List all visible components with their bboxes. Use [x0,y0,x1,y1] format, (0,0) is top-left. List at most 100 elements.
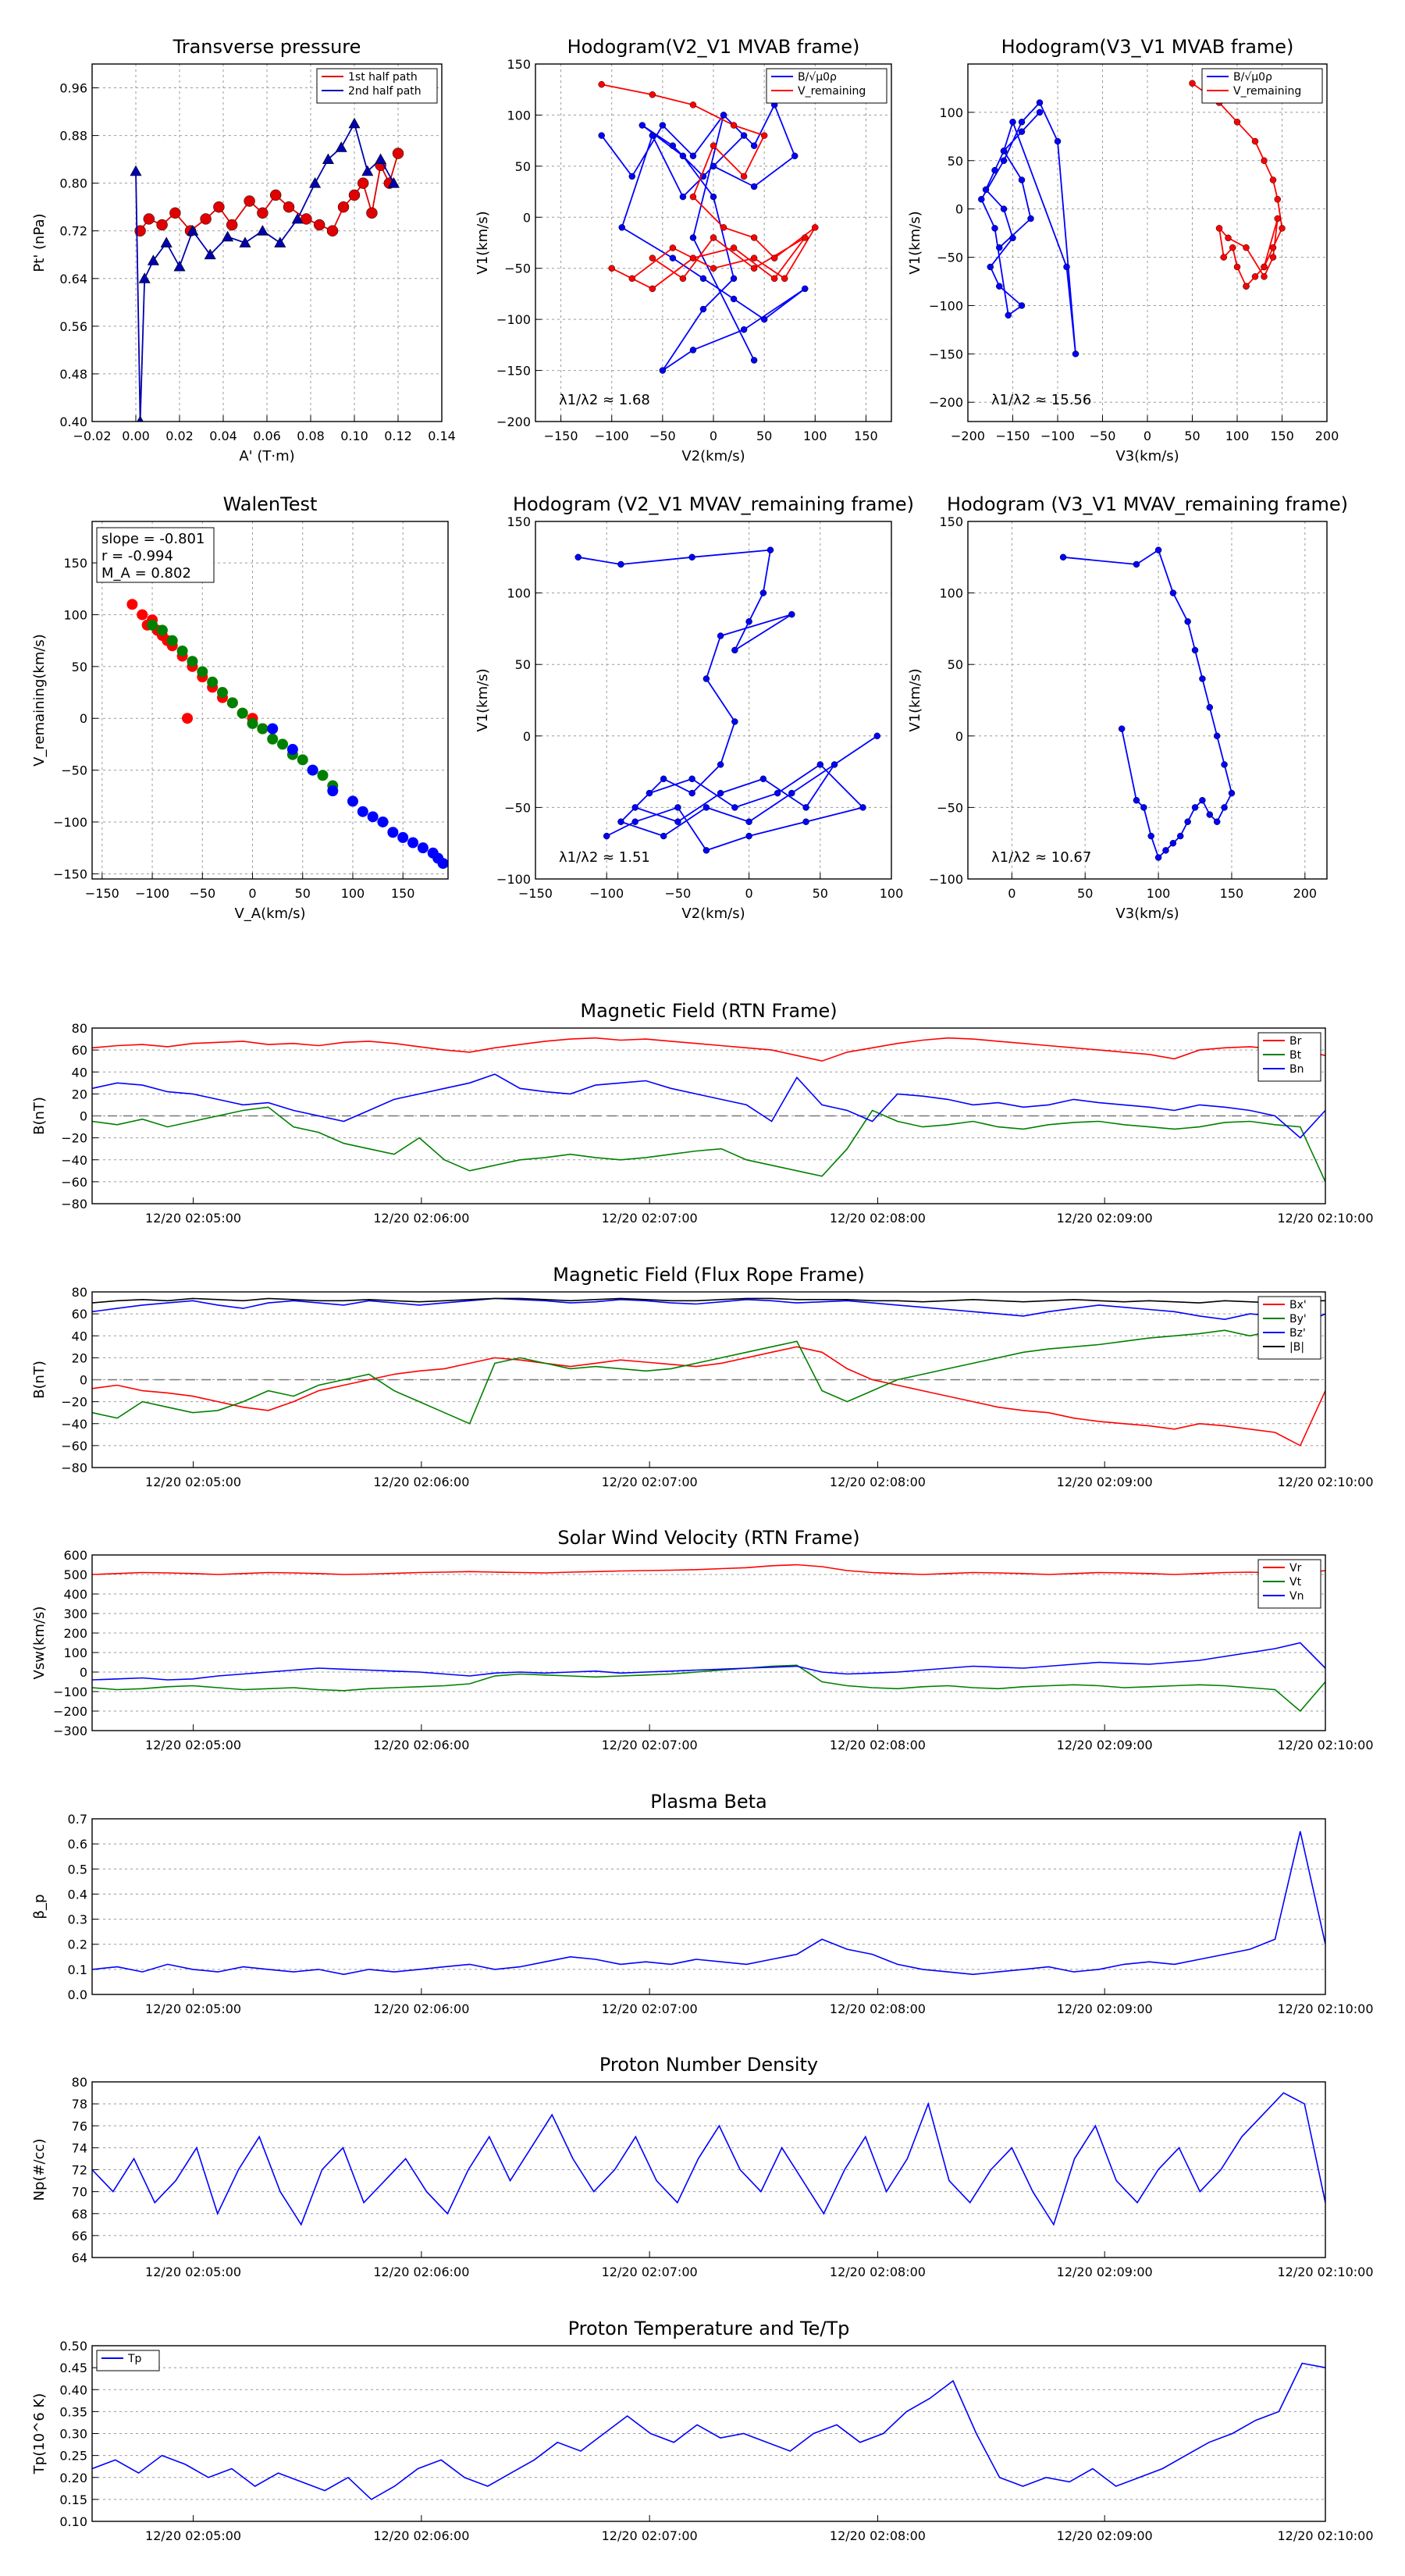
data-point [730,295,738,303]
data-point [689,152,697,160]
y-tick-label: 0.5 [68,1862,87,1877]
y-tick-label: 0.72 [59,224,87,239]
data-point [322,153,334,165]
data-point [1221,761,1228,768]
y-axis-label: B(nT) [31,1097,48,1135]
annotation: λ1/λ2 ≈ 10.67 [991,849,1091,866]
data-point [347,795,358,807]
x-tick-label: 200 [1315,429,1339,443]
x-tick-label: −50 [1090,429,1116,443]
y-tick-label: −50 [937,251,963,265]
x-tick-label: 12/20 02:10:00 [1277,2265,1373,2279]
y-tick-label: 50 [948,154,963,169]
series-line-Bt [92,1106,1325,1183]
x-tick-label: −0.02 [73,429,111,443]
chart-title: Plasma Beta [650,1791,767,1813]
plot-frame [91,1554,1326,1731]
data-point [679,152,687,160]
legend-entry: |B| [1289,1341,1304,1354]
data-point [1233,119,1241,126]
data-point [187,225,199,236]
chart-title: Magnetic Field (Flux Rope Frame) [553,1264,864,1286]
x-tick-label: 150 [391,886,415,901]
y-axis-label: V_remaining(km/s) [31,634,48,767]
data-point [222,230,234,242]
y-tick-label: 0.4 [68,1887,87,1902]
y-tick-label: 0.10 [59,2514,87,2529]
data-point [730,122,738,129]
series-group [92,1037,1325,1183]
y-tick-label: 500 [63,1567,87,1582]
x-tick-label: 0.04 [209,429,237,443]
data-point [649,254,656,262]
data-point [750,234,758,241]
y-tick-label: 100 [939,586,963,601]
data-point [1199,675,1206,682]
y-tick-label: 150 [507,514,531,529]
y-tick-label: 64 [72,2250,87,2265]
x-tick-label: 0.06 [253,429,281,443]
x-tick-label: 100 [1225,429,1250,443]
chart-plasma_beta: Plasma Beta 0.0 0.1 0.2 0.3 0.4 0.5 0.6 0.7 12/20… [31,1791,1374,2016]
data-point [1140,804,1147,811]
plot-frame [91,521,449,880]
data-point [831,761,838,768]
data-point [745,818,752,825]
y-tick-label: −20 [61,1395,87,1410]
data-point [767,546,774,553]
data-point [297,754,308,766]
x-tick-label: 12/20 02:05:00 [145,1738,241,1752]
y-tick-label: 0.3 [68,1912,87,1927]
data-point [717,789,724,797]
y-tick-label: −200 [53,1704,87,1719]
data-point [750,142,758,149]
x-tick-label: 12/20 02:07:00 [602,1475,698,1489]
plot-frame [535,521,892,880]
y-tick-label: −50 [504,262,531,276]
chart-title: Magnetic Field (RTN Frame) [580,1000,837,1022]
data-point [770,254,778,262]
data-point [1169,589,1177,596]
x-tick-label: 50 [813,886,828,901]
x-tick-label: 12/20 02:07:00 [602,2265,698,2279]
x-tick-label: 0 [745,886,753,901]
y-tick-label: 0.50 [59,2339,87,2354]
data-point [1063,263,1070,271]
plot-frame [91,1291,1326,1468]
y-tick-label: −200 [496,415,531,429]
annotation-line: r = -0.994 [101,548,173,564]
x-tick-label: 200 [1293,886,1318,901]
data-point [802,818,809,825]
chart-title: Hodogram (V3_V1 MVAV_remaining frame) [947,493,1348,515]
data-point [802,804,809,811]
data-point [802,234,809,241]
data-point [1269,176,1277,183]
data-point [1027,215,1034,222]
data-point [669,254,677,262]
data-point [1261,263,1268,271]
data-point [377,816,389,827]
data-point [1269,254,1277,261]
y-axis-label: V1(km/s) [907,668,923,731]
x-tick-label: 12/20 02:05:00 [145,1211,241,1226]
data-point [679,193,687,201]
data-point [689,101,697,109]
x-tick-label: 50 [1184,429,1200,443]
y-tick-label: 0.1 [68,1962,87,1977]
data-point [1133,796,1140,804]
data-point [1184,818,1191,825]
plot-frame [967,521,1328,880]
data-point [1154,854,1162,861]
data-point [598,132,605,139]
y-tick-label: 66 [72,2229,87,2243]
data-point [257,723,269,735]
data-point [750,254,758,262]
y-tick-label: 50 [515,657,531,672]
x-tick-label: 0.00 [122,429,150,443]
chart-title: Solar Wind Velocity (RTN Frame) [557,1527,859,1549]
data-point [267,723,279,735]
chart-mag_fluxrope: Magnetic Field (Flux Rope Frame) −80 −60 −4… [31,1264,1374,1489]
y-tick-label: 0.40 [59,415,87,429]
data-point [982,186,990,194]
data-point [1269,244,1277,251]
